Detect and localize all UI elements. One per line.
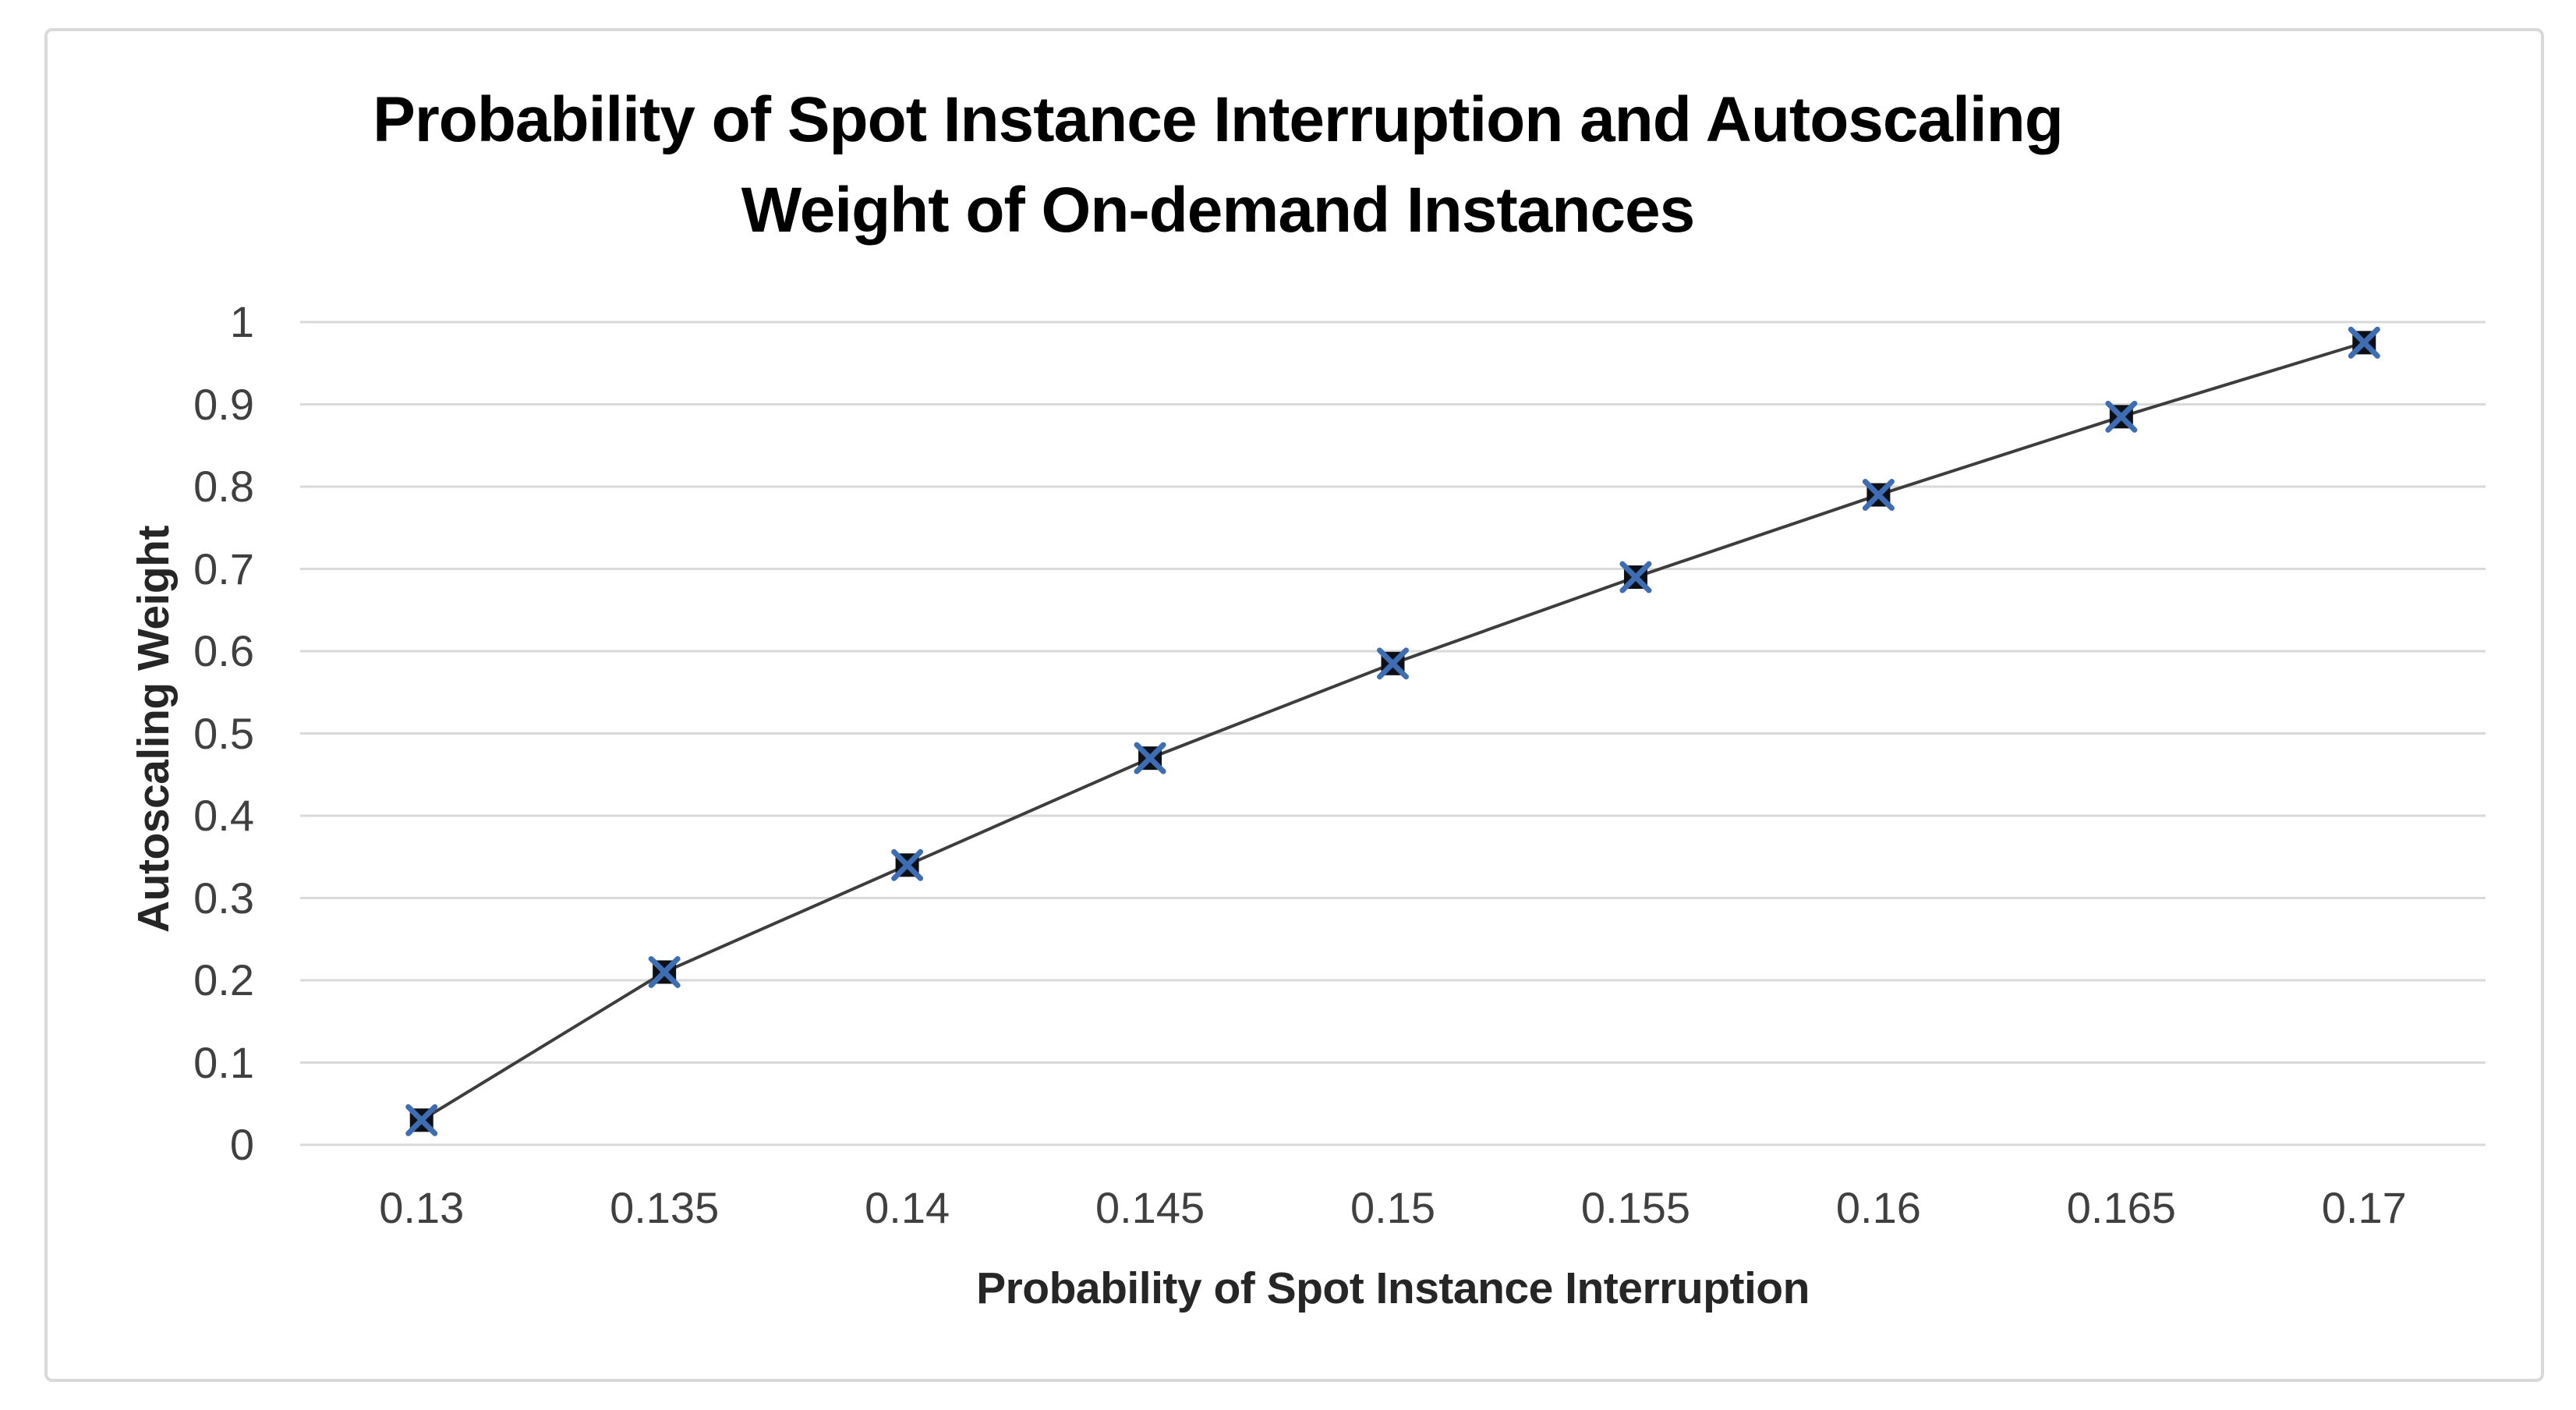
marker-x-stroke: [1619, 561, 1652, 593]
marker-x-stroke: [2105, 400, 2138, 433]
y-tick-label: 0.9: [193, 379, 254, 429]
chart-title-line2: Weight of On-demand Instances: [741, 175, 1695, 246]
chart-title: Probability of Spot Instance Interruptio…: [44, 75, 2391, 256]
x-tick-label: 0.14: [865, 1183, 950, 1232]
marker-x-stroke: [1862, 479, 1895, 512]
y-tick-label: 0.1: [193, 1037, 254, 1087]
marker-x-stroke: [648, 955, 681, 988]
marker-x-stroke: [1134, 742, 1166, 774]
marker-x-stroke: [1377, 647, 1409, 680]
x-tick-label: 0.15: [1350, 1183, 1435, 1232]
x-tick-label: 0.155: [1580, 1183, 1690, 1232]
y-tick-label: 0.7: [193, 544, 254, 593]
x-tick-label: 0.135: [610, 1183, 720, 1232]
x-tick-label: 0.17: [2321, 1183, 2407, 1232]
y-tick-label: 0.8: [193, 462, 254, 511]
y-tick-label: 0.4: [193, 791, 254, 840]
y-tick-label: 0.5: [193, 708, 254, 758]
x-axis-title: Probability of Spot Instance Interruptio…: [976, 1263, 1810, 1313]
y-tick-label: 0.2: [193, 955, 254, 1004]
x-tick-label: 0.165: [2066, 1183, 2176, 1232]
marker-x-stroke: [405, 1104, 438, 1136]
y-tick-label: 0: [229, 1120, 254, 1169]
marker-x-stroke: [2348, 326, 2380, 359]
chart-frame: [44, 28, 2544, 1382]
y-tick-label: 0.3: [193, 873, 254, 923]
series-line: [420, 341, 2365, 1122]
x-tick-label: 0.145: [1095, 1183, 1205, 1232]
x-tick-label: 0.13: [379, 1183, 465, 1232]
marker-x-stroke: [891, 848, 924, 881]
x-tick-label: 0.16: [1835, 1183, 1921, 1232]
y-tick-label: 1: [229, 297, 254, 346]
y-tick-label: 0.6: [193, 626, 254, 675]
chart-title-line1: Probability of Spot Instance Interruptio…: [373, 84, 2064, 155]
